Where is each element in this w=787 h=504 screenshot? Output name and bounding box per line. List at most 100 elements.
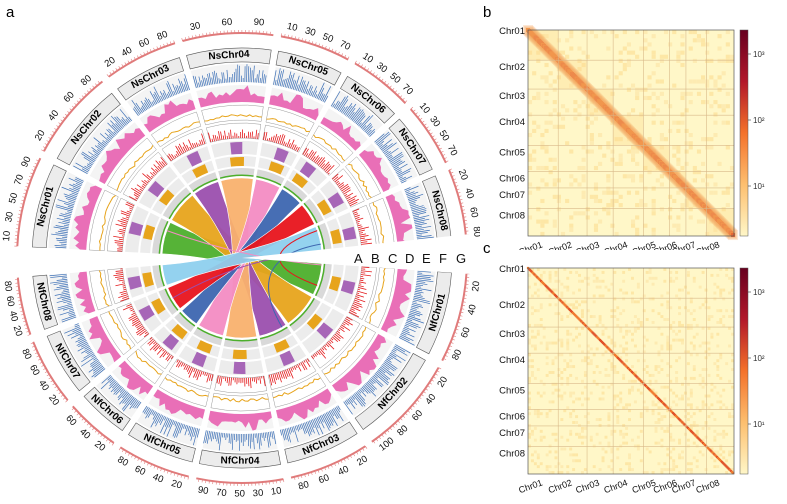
background-cell: [566, 285, 570, 289]
background-cell: [717, 75, 722, 80]
density-bar: [164, 418, 170, 427]
background-cell: [528, 273, 531, 277]
background-cell: [655, 79, 660, 84]
background-cell: [705, 30, 710, 35]
density-bar: [252, 433, 255, 450]
red-bar: [358, 229, 365, 232]
background-cell: [636, 359, 640, 363]
background-cell: [613, 368, 617, 371]
density-bar: [57, 305, 73, 311]
tick-mark: [435, 141, 439, 144]
tick-mark: [341, 53, 343, 57]
pink-density: [73, 185, 103, 250]
density-bar: [387, 156, 393, 160]
red-bar: [117, 230, 125, 233]
tick-mark: [311, 41, 314, 45]
background-cell: [710, 382, 714, 386]
background-cell: [676, 50, 681, 55]
background-cell: [536, 391, 540, 395]
tick-mark: [378, 76, 381, 80]
density-bar: [91, 354, 96, 358]
red-bar: [356, 292, 360, 294]
background-cell: [585, 83, 590, 88]
background-cell: [593, 223, 599, 228]
red-bar: [193, 368, 196, 373]
tick-label: 20: [11, 324, 25, 337]
background-cell: [696, 79, 702, 84]
background-cell: [593, 182, 599, 187]
density-bar: [297, 76, 304, 92]
density-bar: [372, 375, 384, 386]
background-cell: [548, 444, 552, 448]
tick-ring: [119, 446, 189, 478]
red-bar: [141, 180, 148, 186]
tick-mark: [294, 36, 296, 40]
tick-label: 60: [133, 464, 147, 478]
background-cell: [689, 297, 693, 301]
x-tick-label: Chr06: [652, 239, 678, 250]
background-cell: [680, 207, 685, 212]
background-cell: [604, 450, 608, 454]
background-cell: [688, 30, 693, 35]
background-cell: [581, 145, 586, 150]
background-cell: [701, 406, 705, 410]
tick-mark: [394, 90, 397, 93]
density-bar: [56, 285, 69, 289]
background-cell: [589, 194, 594, 199]
background-cell: [729, 58, 734, 63]
density-bar: [281, 429, 285, 441]
red-bar: [249, 377, 252, 389]
density-bar: [193, 428, 199, 446]
tick-mark: [304, 39, 307, 43]
background-cell: [618, 83, 623, 88]
tick-mark: [427, 129, 431, 132]
background-cell: [728, 315, 732, 319]
background-cell: [613, 270, 617, 274]
red-bar: [117, 220, 128, 224]
background-cell: [725, 58, 730, 63]
background-cell: [613, 394, 617, 398]
tick-mark: [52, 383, 56, 386]
background-cell: [696, 91, 702, 96]
density-bar: [216, 72, 219, 84]
density-bar: [322, 414, 331, 429]
background-cell: [619, 344, 623, 348]
density-bar: [407, 318, 413, 322]
background-cell: [626, 87, 631, 92]
orange-line: [204, 114, 262, 122]
background-cell: [622, 441, 626, 445]
background-cell: [601, 385, 605, 389]
background-cell: [725, 186, 730, 191]
tick-mark: [30, 342, 34, 345]
tick-mark: [50, 380, 54, 383]
background-cell: [583, 435, 587, 439]
density-bar: [368, 379, 374, 385]
background-cell: [580, 309, 584, 313]
density-bar: [68, 200, 75, 204]
density-bar: [149, 91, 158, 105]
tick-mark: [449, 345, 453, 347]
red-bar: [120, 297, 130, 302]
tick-mark: [386, 429, 390, 433]
tick-mark: [438, 367, 442, 370]
tick-mark: [343, 458, 346, 462]
background-cell: [552, 182, 557, 187]
red-bar: [167, 155, 172, 162]
density-bar: [75, 183, 82, 187]
background-cell: [669, 270, 673, 274]
tick-mark: [25, 186, 29, 188]
red-bar: [319, 159, 326, 167]
tick-mark: [95, 83, 98, 87]
density-bar: [382, 363, 390, 370]
density-bar: [72, 327, 81, 333]
tick-mark: [67, 111, 70, 114]
red-bar: [316, 157, 323, 165]
density-bar: [58, 230, 68, 234]
background-cell: [657, 412, 661, 416]
background-cell: [606, 207, 611, 212]
background-cell: [663, 318, 667, 321]
background-cell: [713, 385, 717, 389]
tick-label: 60: [27, 363, 42, 378]
background-cell: [544, 120, 549, 125]
background-cell: [710, 412, 714, 416]
